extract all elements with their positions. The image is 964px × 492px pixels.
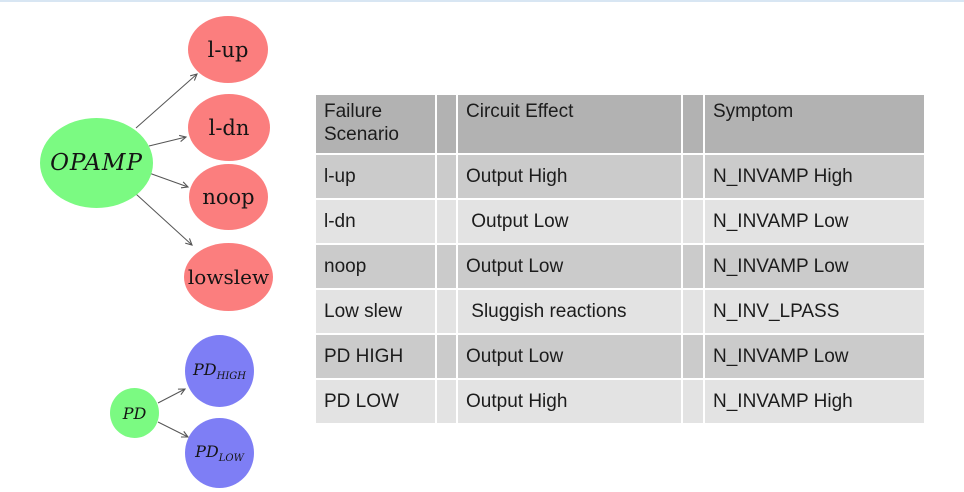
node-pd: PD [110, 388, 159, 438]
cell-symptom: N_INV_LPASS [705, 290, 924, 333]
cell-effect: Output High [458, 380, 681, 423]
cell-symptom: N_INVAMP Low [705, 200, 924, 243]
top-edge-strip [0, 0, 964, 2]
cell-scenario: noop [316, 245, 435, 288]
cell-spacer [437, 155, 456, 198]
node-pd-low-main: PD [195, 441, 219, 461]
cell-scenario: l-up [316, 155, 435, 198]
header-circuit-effect: Circuit Effect [458, 95, 681, 153]
node-noop-label: noop [202, 185, 255, 209]
header-failure-scenario: Failure Scenario [316, 95, 435, 153]
cell-spacer [683, 335, 703, 378]
cell-spacer [683, 245, 703, 288]
node-l-up-label: l-up [207, 37, 249, 62]
node-pd-low: PDLOW [185, 418, 254, 488]
cell-spacer [437, 245, 456, 288]
node-pd-high: PDHIGH [185, 335, 254, 407]
node-pd-low-label: PDLOW [195, 442, 244, 464]
cell-spacer [683, 200, 703, 243]
header-symptom: Symptom [705, 95, 924, 153]
cell-effect: Output Low [458, 200, 681, 243]
node-l-up: l-up [188, 16, 268, 83]
node-pd-high-label: PDHIGH [193, 360, 246, 382]
failure-scenario-table: Failure Scenario Circuit Effect Symptom … [316, 95, 924, 423]
header-spacer-1 [437, 95, 456, 153]
node-opamp: OPAMP [40, 118, 153, 208]
cell-spacer [683, 290, 703, 333]
header-spacer-2 [683, 95, 703, 153]
node-lowslew: lowslew [184, 243, 273, 311]
node-l-dn-label: l-dn [208, 115, 250, 140]
node-lowslew-label: lowslew [187, 265, 270, 289]
cell-effect: Output Low [458, 335, 681, 378]
node-pd-label: PD [122, 403, 147, 423]
node-noop: noop [189, 164, 268, 230]
edge-opamp-ldn [148, 134, 188, 147]
node-pd-high-main: PD [193, 359, 217, 379]
cell-effect: Sluggish reactions [458, 290, 681, 333]
cell-spacer [437, 200, 456, 243]
cell-spacer [437, 290, 456, 333]
node-l-dn: l-dn [188, 94, 270, 161]
cell-scenario: l-dn [316, 200, 435, 243]
cell-spacer [437, 380, 456, 423]
edge-pd-pdlow [157, 421, 190, 438]
node-opamp-label: OPAMP [50, 150, 143, 176]
cell-spacer [437, 335, 456, 378]
cell-spacer [683, 380, 703, 423]
cell-symptom: N_INVAMP High [705, 155, 924, 198]
cell-scenario: Low slew [316, 290, 435, 333]
edge-opamp-noop [148, 172, 190, 189]
cell-spacer [683, 155, 703, 198]
cell-symptom: N_INVAMP High [705, 380, 924, 423]
cell-effect: Output High [458, 155, 681, 198]
cell-symptom: N_INVAMP Low [705, 335, 924, 378]
cell-effect: Output Low [458, 245, 681, 288]
cell-symptom: N_INVAMP Low [705, 245, 924, 288]
node-pd-high-subscript: HIGH [216, 371, 246, 383]
edge-pd-pdhigh [157, 388, 187, 404]
node-pd-low-subscript: LOW [218, 453, 244, 465]
cell-scenario: PD HIGH [316, 335, 435, 378]
cell-scenario: PD LOW [316, 380, 435, 423]
edge-opamp-lowslew [135, 193, 193, 246]
